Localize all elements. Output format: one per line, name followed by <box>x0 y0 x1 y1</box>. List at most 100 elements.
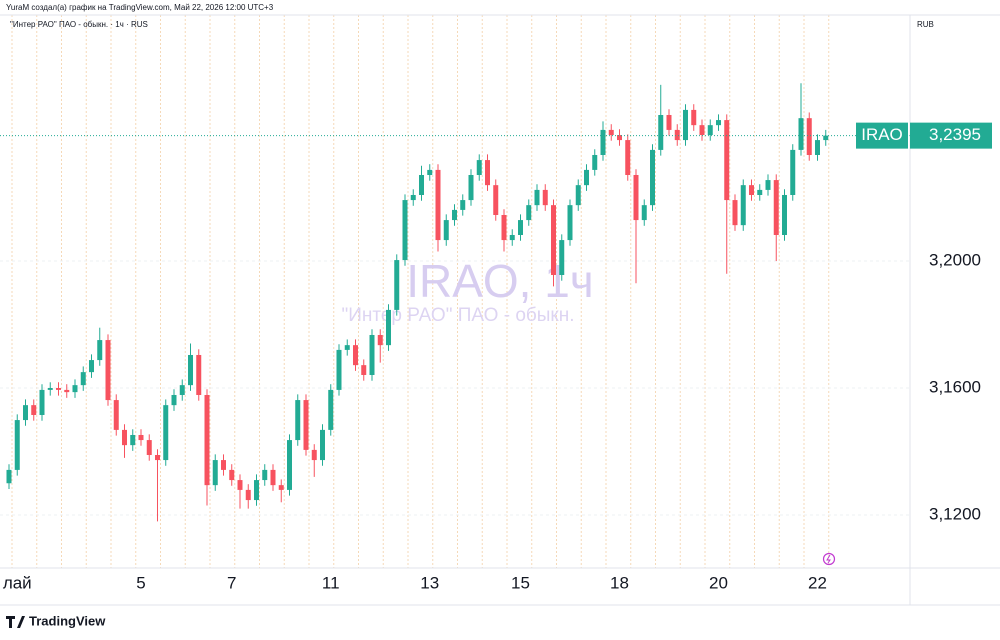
x-tick-label: 22 <box>808 573 827 592</box>
candle-body <box>592 154 598 170</box>
candle-body <box>683 109 688 141</box>
candle-body <box>122 429 127 446</box>
candle-body <box>130 434 136 446</box>
y-tick-label: 3,1200 <box>929 504 981 523</box>
candle-body <box>732 200 738 226</box>
candle-body <box>724 120 730 201</box>
candle-body <box>641 205 647 221</box>
candle-body <box>179 385 185 395</box>
candle-body <box>254 480 259 501</box>
candle-body <box>765 180 771 190</box>
candle-body <box>89 360 94 373</box>
candle-body <box>691 109 697 126</box>
candle-body <box>699 125 705 135</box>
x-tick-label: 13 <box>420 573 439 592</box>
candle-body <box>617 134 622 141</box>
grid-layer <box>0 15 910 568</box>
candle-body <box>105 340 111 401</box>
candle-body <box>80 372 86 386</box>
candle-body <box>6 469 12 484</box>
candle-body <box>476 160 482 175</box>
candle-body <box>237 480 243 490</box>
y-tick-label: 3,1600 <box>929 377 981 396</box>
watermark: IRAO, 1ч <box>406 255 594 307</box>
candle-body <box>542 189 548 206</box>
candle-body <box>320 429 325 461</box>
candle-body <box>163 405 169 461</box>
x-tick-label: 11 <box>322 573 340 592</box>
candle-body <box>509 234 515 241</box>
candle-body <box>229 469 235 481</box>
logo-mark <box>6 616 25 628</box>
price-tag <box>910 122 992 149</box>
candle-body <box>31 405 37 415</box>
candle-body <box>823 135 829 141</box>
logo: TradingView <box>6 613 106 628</box>
symbol-tag <box>856 122 908 149</box>
candle-body <box>97 340 103 361</box>
candle-body <box>419 174 424 195</box>
candle-body <box>798 118 804 150</box>
candle-body <box>410 194 416 201</box>
candle-body <box>113 400 119 430</box>
watermark-subtitle: "Интер РАО" ПАО - обыкн. <box>341 305 574 326</box>
candle-body <box>650 149 655 206</box>
y-tick-label: 3,2000 <box>929 251 981 270</box>
x-tick-label: 20 <box>709 573 728 592</box>
candle-body <box>245 489 251 501</box>
candle-body <box>361 365 367 375</box>
candle-body <box>452 209 457 221</box>
legend: "Интер РАО" ПАО - обыкн. · 1ч · RUS <box>10 20 148 29</box>
candle-body <box>435 169 441 241</box>
candle-body <box>155 454 160 461</box>
candle-body <box>138 434 144 441</box>
candle-body <box>402 200 408 261</box>
candle-body <box>534 189 540 206</box>
candle-body <box>278 485 284 490</box>
candle-body <box>790 149 796 195</box>
candle-body <box>353 345 358 366</box>
candle-body <box>658 114 664 150</box>
candle-body <box>551 205 556 275</box>
candle-body <box>485 160 490 186</box>
candle-body <box>295 400 301 441</box>
logo-text: TradingView <box>29 613 106 628</box>
event-icon[interactable] <box>822 552 836 566</box>
candle-body <box>328 389 334 430</box>
candle-body <box>443 220 449 241</box>
candle-body <box>262 469 268 481</box>
candle-body <box>806 118 812 155</box>
candle-body <box>782 194 787 235</box>
candle-body <box>427 169 433 175</box>
candle-body <box>14 420 20 470</box>
candle-body <box>740 185 746 226</box>
x-tick-label: 15 <box>511 573 530 592</box>
candle-body <box>600 129 606 155</box>
candle-body <box>501 214 507 241</box>
candle-body <box>72 385 78 393</box>
candle-body <box>757 189 763 195</box>
candle-body <box>146 440 152 455</box>
header: YuraM создал(а) график на TradingView.co… <box>6 3 274 12</box>
candle-body <box>575 185 581 206</box>
candle-body <box>188 354 193 386</box>
candle-body <box>608 129 614 135</box>
candle-body <box>625 140 631 175</box>
candle-body <box>394 260 400 310</box>
candle-body <box>369 334 375 375</box>
currency: RUB <box>917 20 934 29</box>
candle-body <box>716 120 721 126</box>
candle-body <box>493 185 499 215</box>
candle-body <box>39 389 45 415</box>
candle-body <box>584 169 589 186</box>
candle-body <box>287 440 292 490</box>
candle-body <box>171 394 177 406</box>
candle-body <box>567 205 573 241</box>
candle-body <box>204 394 210 486</box>
candle-body <box>303 400 309 450</box>
candle-body <box>64 389 70 393</box>
candle-body <box>773 180 779 235</box>
candle-body <box>749 185 754 195</box>
